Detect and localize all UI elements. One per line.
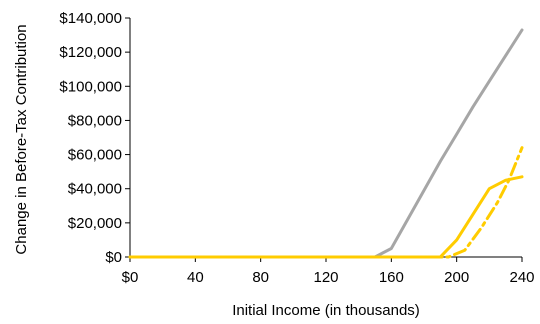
y-tick-label: $20,000 — [68, 215, 122, 232]
series-line-3 — [128, 146, 524, 259]
x-axis-ticks: $0 40 80 120 160 200 240 — [122, 257, 535, 286]
y-tick-label: $60,000 — [68, 147, 122, 164]
y-tick-label: $80,000 — [68, 112, 122, 129]
x-axis-title: Initial Income (in thousands) — [232, 302, 420, 319]
y-tick-label: $0 — [105, 249, 122, 266]
y-tick-label: $40,000 — [68, 181, 122, 198]
x-tick-label: 200 — [444, 269, 469, 286]
y-axis-ticks: $0 $20,000 $40,000 $60,000 $80,000 $100,000 $1… — [59, 10, 130, 266]
x-tick-label: 80 — [252, 269, 269, 286]
y-tick-label: $100,000 — [59, 78, 122, 95]
series-line-1 — [128, 28, 524, 259]
series-layer — [128, 28, 524, 259]
series-line-2 — [128, 175, 524, 259]
x-tick-label: 240 — [509, 269, 534, 286]
x-tick-label: $0 — [122, 269, 139, 286]
y-tick-label: $140,000 — [59, 10, 122, 27]
y-tick-label: $120,000 — [59, 44, 122, 61]
x-tick-label: 40 — [187, 269, 204, 286]
x-tick-label: 160 — [379, 269, 404, 286]
x-tick-label: 120 — [313, 269, 338, 286]
y-axis-title: Change in Before-Tax Contribution — [13, 24, 30, 254]
